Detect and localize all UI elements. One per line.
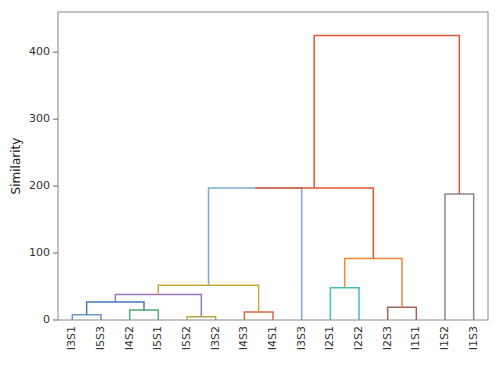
x-tick-label: I5S1 [151, 326, 164, 350]
y-tick-label: 300 [29, 112, 50, 125]
dendrogram-link [115, 295, 201, 317]
x-tick-label: I2S1 [323, 326, 336, 350]
y-tick-label: 0 [43, 313, 50, 326]
dendrogram-link [244, 312, 273, 320]
dendrogram-link [345, 258, 402, 307]
x-tick-label: I4S1 [266, 326, 279, 350]
x-tick-label: I4S2 [123, 326, 136, 350]
x-tick-label: I1S3 [467, 326, 480, 350]
x-tick-label: I4S3 [237, 326, 250, 350]
x-tick-label: I1S1 [409, 326, 422, 350]
dendrogram-link [330, 288, 359, 320]
chart-container: 0 100 200 300 400 Similarity I3S1 I5S3 I4S2 I5S1 I… [0, 0, 500, 368]
y-tick [53, 119, 58, 120]
dendrogram-link [72, 315, 101, 320]
x-tick-label: I1S2 [438, 326, 451, 350]
x-tick-label: I2S3 [381, 326, 394, 350]
y-axis: 0 100 200 300 400 [29, 45, 58, 326]
plot-frame [58, 12, 488, 320]
y-tick [53, 52, 58, 53]
dendrogram-link [87, 302, 144, 315]
x-tick-label: I5S3 [94, 326, 107, 350]
dendrogram-link [255, 188, 373, 258]
x-tick-label: I2S2 [352, 326, 365, 350]
y-tick-label: 400 [29, 45, 50, 58]
dendrogram-link [445, 194, 474, 320]
x-tick-label: I5S2 [180, 326, 193, 350]
dendrogram-link [187, 317, 216, 320]
dendrogram-link [209, 188, 302, 320]
y-tick [53, 253, 58, 254]
dendrogram-link [388, 307, 417, 320]
x-tick-label: I3S3 [295, 326, 308, 350]
dendrogram-link [130, 310, 159, 320]
dendrogram-link [314, 35, 459, 194]
y-tick [53, 320, 58, 321]
y-tick-label: 100 [29, 246, 50, 259]
y-tick-label: 200 [29, 179, 50, 192]
y-axis-label: Similarity [9, 138, 23, 195]
y-tick [53, 186, 58, 187]
x-tick-label: I3S1 [65, 326, 78, 350]
dendrogram-links [72, 35, 473, 320]
dendrogram-link [158, 285, 258, 312]
chart: 0 100 200 300 400 Similarity I3S1 I5S3 I4S2 I5S1 I… [0, 0, 500, 368]
x-tick-label: I3S2 [209, 326, 222, 350]
